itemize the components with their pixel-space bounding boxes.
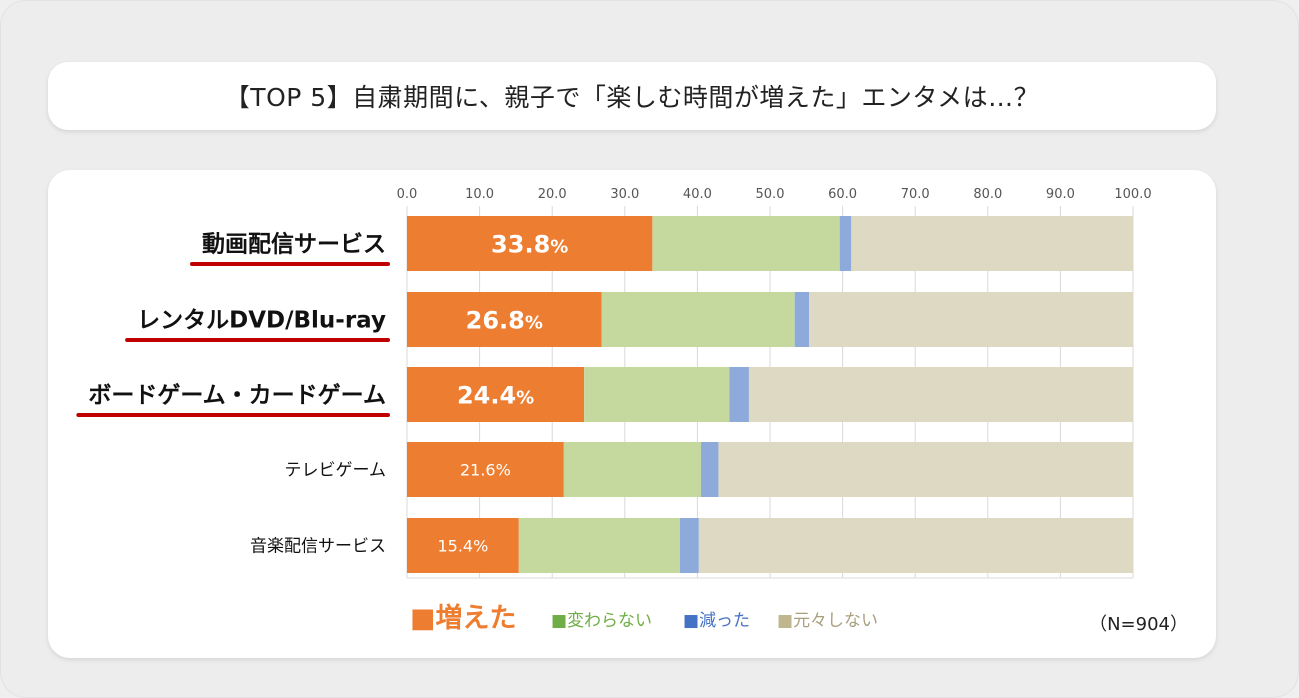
category-label: 音楽配信サービス <box>250 537 386 557</box>
bar-segment-not_done <box>851 216 1133 271</box>
bar-segment-unchanged <box>563 442 702 497</box>
category-label: テレビゲーム <box>285 461 387 481</box>
category-label: ボードゲーム・カードゲーム <box>88 383 386 409</box>
legend-item-increased: ■増えた <box>410 602 517 634</box>
x-tick-label: 30.0 <box>610 187 639 202</box>
data-label: 26.8% <box>466 307 543 335</box>
x-tick-label: 90.0 <box>1046 187 1075 202</box>
bar-segment-decreased <box>729 367 749 422</box>
bar-segment-not_done <box>809 292 1133 347</box>
bar-segment-unchanged <box>652 216 840 271</box>
data-label: 24.4% <box>457 382 534 410</box>
legend-item-not_done: ■元々しない <box>777 611 878 631</box>
data-label: 21.6% <box>460 461 511 480</box>
x-tick-label: 40.0 <box>683 187 712 202</box>
bar-segment-decreased <box>679 518 699 573</box>
bar-segment-decreased <box>794 292 810 347</box>
bar-segment-increased <box>407 292 602 347</box>
category-label: レンタルDVD/Blu-ray <box>137 308 386 334</box>
x-tick-label: 0.0 <box>397 187 418 202</box>
bar-segment-increased <box>407 216 653 271</box>
bar-segment-decreased <box>839 216 852 271</box>
x-tick-label: 20.0 <box>538 187 567 202</box>
legend-item-decreased: ■減った <box>683 611 750 631</box>
bar-segment-increased <box>407 442 564 497</box>
x-tick-label: 80.0 <box>973 187 1002 202</box>
sample-size-note: （N=904） <box>1089 614 1188 635</box>
x-tick-label: 50.0 <box>756 187 785 202</box>
chart-title: 【TOP 5】自粛期間に、親子で「楽しむ時間が増えた」エンタメは…？ <box>224 83 1040 112</box>
bar-segment-not_done <box>698 518 1133 573</box>
bar-segment-unchanged <box>518 518 680 573</box>
data-label: 33.8% <box>491 231 568 259</box>
x-tick-label: 70.0 <box>901 187 930 202</box>
bar-segment-increased <box>407 367 585 422</box>
bar-segment-unchanged <box>584 367 730 422</box>
title-banner: 【TOP 5】自粛期間に、親子で「楽しむ時間が増えた」エンタメは…？ <box>48 62 1216 130</box>
bar-segment-not_done <box>718 442 1133 497</box>
data-label: 15.4% <box>437 537 488 556</box>
bar-segment-not_done <box>748 367 1133 422</box>
x-tick-label: 10.0 <box>465 187 494 202</box>
category-underline <box>125 338 390 342</box>
legend-item-unchanged: ■変わらない <box>551 611 652 631</box>
category-underline <box>76 413 390 417</box>
x-tick-label: 100.0 <box>1114 187 1151 202</box>
bar-segment-decreased <box>701 442 719 497</box>
category-label: 動画配信サービス <box>202 231 386 258</box>
category-underline <box>190 262 390 266</box>
bar-segment-increased <box>407 518 519 573</box>
x-tick-label: 60.0 <box>828 187 857 202</box>
bar-segment-unchanged <box>601 292 795 347</box>
